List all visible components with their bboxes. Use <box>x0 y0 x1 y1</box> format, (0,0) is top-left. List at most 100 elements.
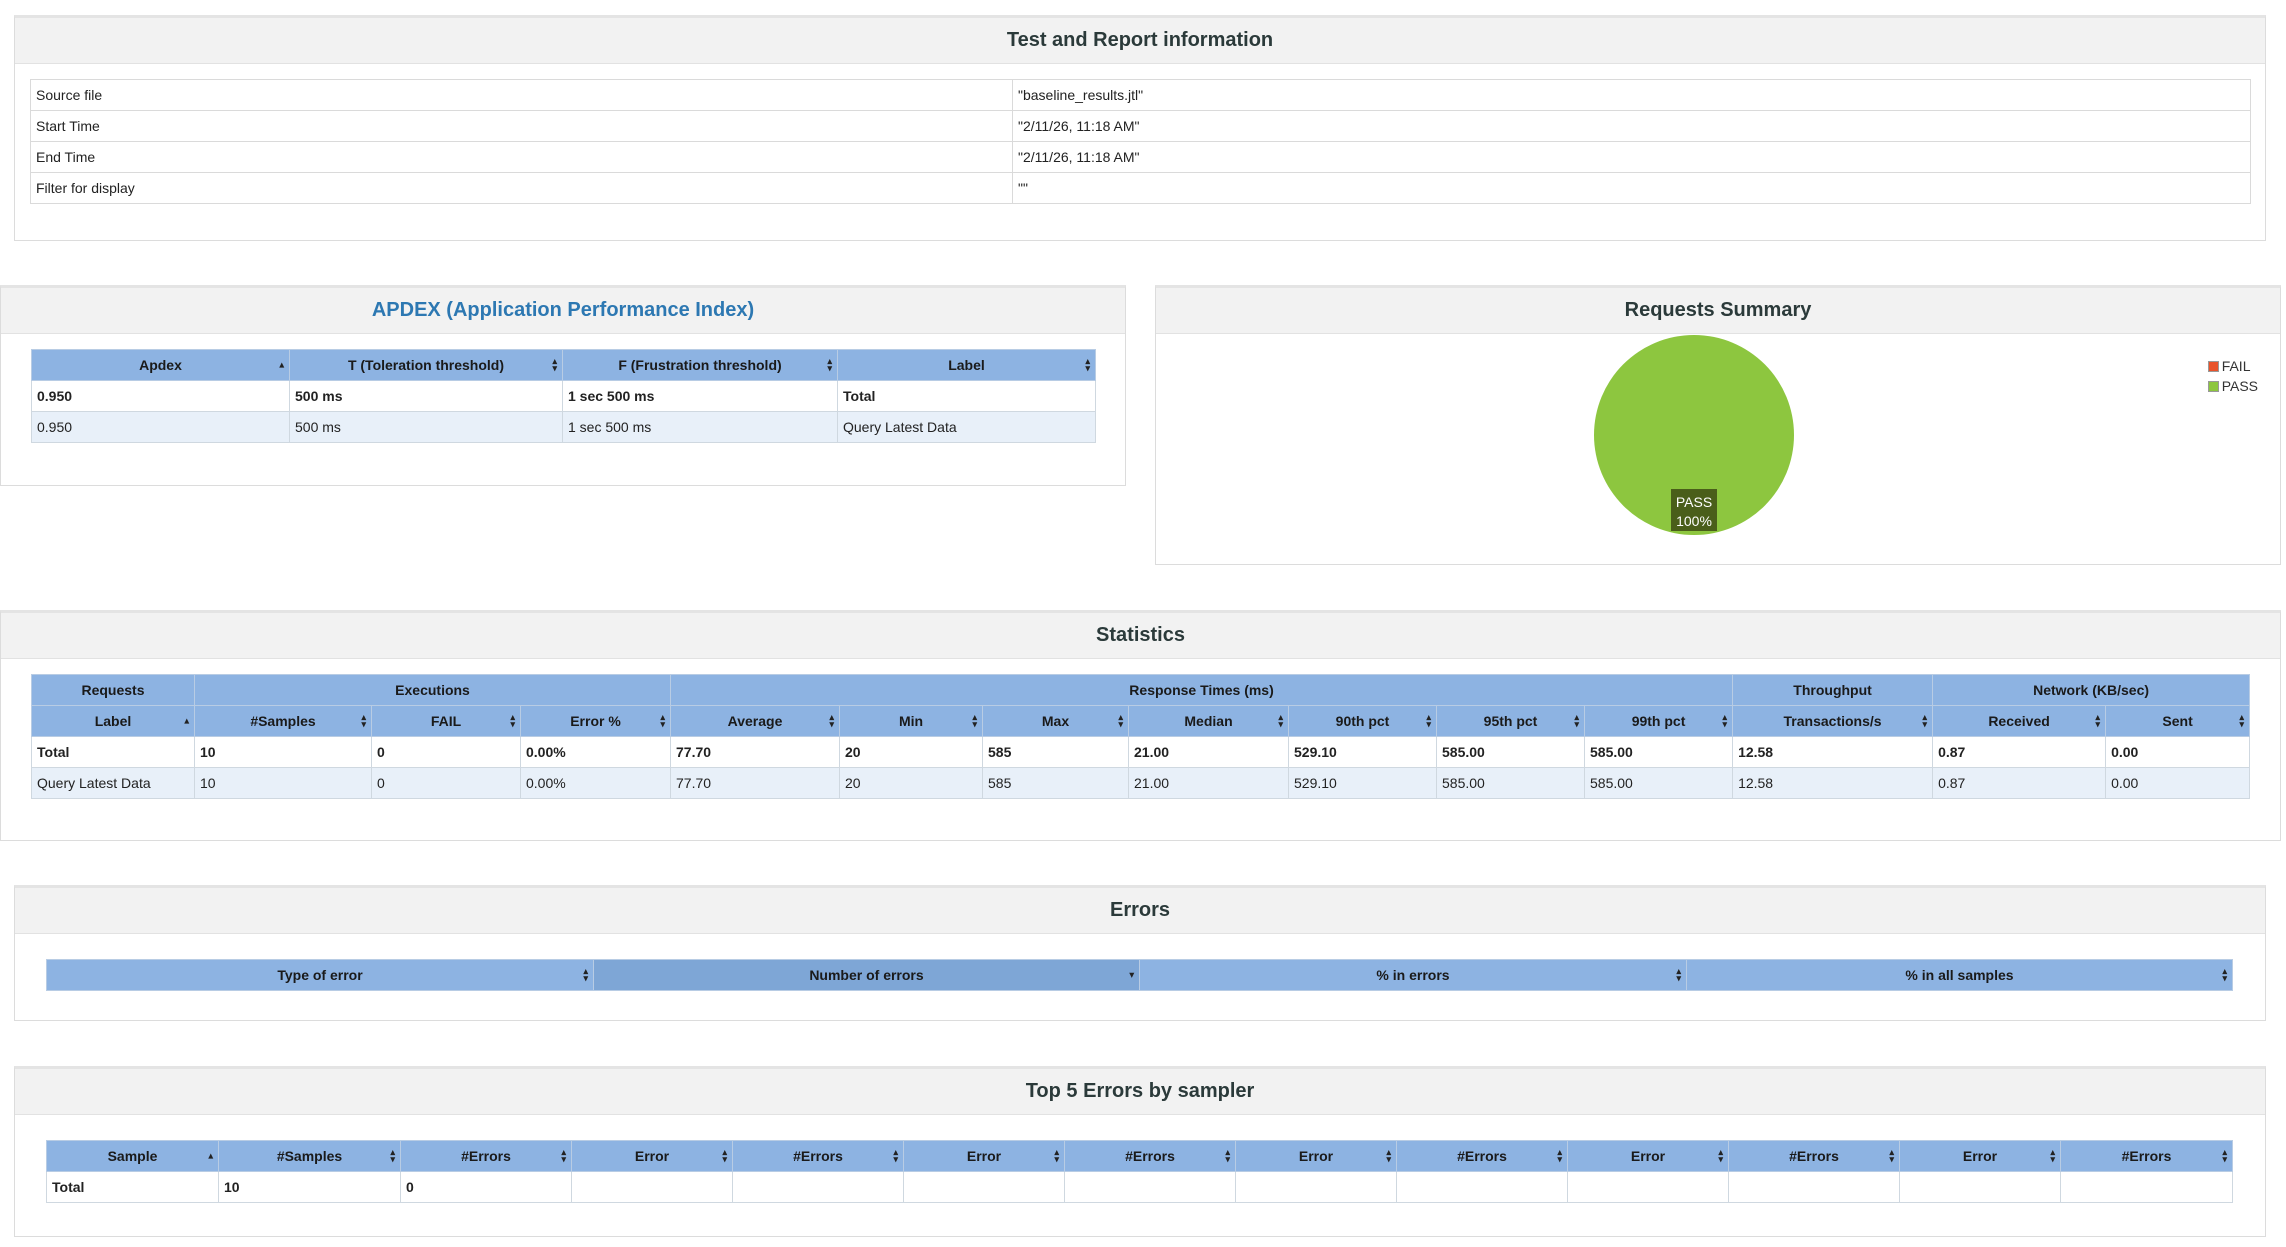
sort-icon: ▴ ▾ <box>2239 712 2244 729</box>
column-header-errors[interactable]: #Errors ▴ ▾ <box>732 1140 904 1172</box>
table-cell <box>1396 1171 1568 1203</box>
table-cell: 0 <box>371 736 521 768</box>
requests-summary-panel: Requests Summary PASS 100% FAIL PASS <box>1155 285 2281 565</box>
column-header-label: F (Frustration threshold) <box>618 357 782 373</box>
info-label: End Time <box>30 141 1013 173</box>
column-group-requests: Requests <box>31 674 195 706</box>
column-header-errors[interactable]: #Errors ▴ ▾ <box>1064 1140 1236 1172</box>
column-header-transactions-s[interactable]: Transactions/s ▴ ▾ <box>1732 705 1934 737</box>
apdex-table: Apdex ▴ T (Toleration threshold) ▴ ▾ F (Frust… <box>31 349 1096 443</box>
legend-swatch <box>2207 361 2219 372</box>
column-header-samples[interactable]: #Samples ▴ ▾ <box>194 705 372 737</box>
table-cell: 10 <box>194 736 372 768</box>
column-header-number-of-errors[interactable]: Number of errors ▾ <box>593 959 1140 991</box>
sort-ascending-icon: ▴ <box>208 1150 212 1161</box>
column-header-fail[interactable]: FAIL ▴ ▾ <box>371 705 521 737</box>
sort-icon: ▴ ▾ <box>1718 1147 1722 1164</box>
column-header-label: Label <box>94 713 132 729</box>
sort-icon: ▴ ▾ <box>1225 1147 1229 1164</box>
column-header-label: Type of error <box>277 967 363 983</box>
sort-icon: ▴ ▾ <box>2095 712 2100 729</box>
table-cell: 529.10 <box>1288 736 1438 768</box>
table-row: Total 10 0 <box>46 1171 2233 1203</box>
column-header-sample[interactable]: Sample ▴ <box>46 1140 219 1172</box>
column-header-label[interactable]: Label ▴ <box>31 705 195 737</box>
column-header-error[interactable]: Error ▴ ▾ <box>1899 1140 2061 1172</box>
column-header-error[interactable]: Error ▴ ▾ <box>1235 1140 1397 1172</box>
column-header-median[interactable]: Median ▴ ▾ <box>1128 705 1290 737</box>
errors-title: Errors <box>15 888 2265 934</box>
column-header-label: T (Toleration threshold) <box>347 357 505 373</box>
column-header-received[interactable]: Received ▴ ▾ <box>1932 705 2107 737</box>
sort-icon: ▴ ▾ <box>1557 1147 1561 1164</box>
legend-item-pass[interactable]: PASS <box>2207 376 2258 396</box>
sort-icon: ▴ ▾ <box>1085 356 1089 373</box>
column-header-label[interactable]: Label ▴ ▾ <box>837 349 1096 381</box>
column-header-label: #Errors <box>1125 1148 1175 1164</box>
column-header-label: % in errors <box>1376 967 1450 983</box>
column-group-throughput: Throughput <box>1732 674 1934 706</box>
column-header-label: Transactions/s <box>1783 713 1882 729</box>
column-header-label: Received <box>1988 713 2050 729</box>
column-header-max[interactable]: Max ▴ ▾ <box>982 705 1130 737</box>
table-cell <box>571 1171 733 1203</box>
column-header-label: Error <box>1630 1148 1666 1164</box>
sort-icon: ▴ ▾ <box>1426 712 1431 729</box>
column-header-error[interactable]: Error ▴ ▾ <box>903 1140 1065 1172</box>
column-header-average[interactable]: Average ▴ ▾ <box>670 705 841 737</box>
table-cell: 21.00 <box>1128 736 1290 768</box>
column-header-90th-pct[interactable]: 90th pct ▴ ▾ <box>1288 705 1438 737</box>
column-header-error[interactable]: Error ▴ ▾ <box>1567 1140 1729 1172</box>
column-header-min[interactable]: Min ▴ ▾ <box>839 705 984 737</box>
report-info-title: Test and Report information <box>15 18 2265 64</box>
table-cell: 0.00% <box>519 736 672 768</box>
column-header-in-errors[interactable]: % in errors ▴ ▾ <box>1139 959 1687 991</box>
sort-descending-icon: ▾ <box>1129 969 1133 980</box>
table-cell: Query Latest Data <box>31 767 195 799</box>
column-header-errors[interactable]: #Errors ▴ ▾ <box>400 1140 572 1172</box>
table-cell: 0.87 <box>1932 767 2107 799</box>
column-header-apdex[interactable]: Apdex ▴ <box>31 349 290 381</box>
sort-icon: ▴ ▾ <box>561 1147 565 1164</box>
column-header-error[interactable]: Error ▴ ▾ <box>571 1140 733 1172</box>
table-cell: 0.00% <box>519 767 672 799</box>
table-cell: 0 <box>400 1171 572 1203</box>
table-cell: 0.00 <box>2105 736 2251 768</box>
column-header-f-frustration-threshold[interactable]: F (Frustration threshold) ▴ ▾ <box>562 349 838 381</box>
table-cell: 77.70 <box>670 767 841 799</box>
table-cell: 10 <box>194 767 372 799</box>
info-label: Filter for display <box>30 172 1013 204</box>
table-cell: 585.00 <box>1436 767 1586 799</box>
table-cell: 20 <box>839 736 984 768</box>
column-header-errors[interactable]: #Errors ▴ ▾ <box>1396 1140 1568 1172</box>
table-cell <box>903 1171 1065 1203</box>
table-cell <box>1567 1171 1729 1203</box>
column-header-samples[interactable]: #Samples ▴ ▾ <box>218 1140 401 1172</box>
sort-ascending-icon: ▴ <box>279 359 283 370</box>
table-cell: Query Latest Data <box>837 411 1096 443</box>
apdex-panel: APDEX (Application Performance Index) Ap… <box>0 285 1126 486</box>
column-header-type-of-error[interactable]: Type of error ▴ ▾ <box>46 959 594 991</box>
sort-icon: ▴ ▾ <box>583 966 587 983</box>
column-header-99th-pct[interactable]: 99th pct ▴ ▾ <box>1584 705 1734 737</box>
sort-icon: ▴ ▾ <box>2222 1147 2226 1164</box>
column-header-errors[interactable]: #Errors ▴ ▾ <box>1728 1140 1900 1172</box>
sort-icon: ▴ ▾ <box>361 712 365 729</box>
column-header-t-toleration-threshold[interactable]: T (Toleration threshold) ▴ ▾ <box>289 349 563 381</box>
legend-item-fail[interactable]: FAIL <box>2207 356 2258 376</box>
legend-swatch <box>2207 381 2219 392</box>
column-header-label: Median <box>1184 713 1233 729</box>
table-cell: 500 ms <box>289 380 563 412</box>
table-cell: 0 <box>371 767 521 799</box>
column-header-95th-pct[interactable]: 95th pct ▴ ▾ <box>1436 705 1586 737</box>
column-header-label: Number of errors <box>809 967 924 983</box>
column-header-error[interactable]: Error % ▴ ▾ <box>519 705 672 737</box>
pie-label-percent: 100% <box>1676 513 1712 529</box>
column-header-in-all-samples[interactable]: % in all samples ▴ ▾ <box>1686 959 2233 991</box>
top5-errors-title: Top 5 Errors by sampler <box>15 1069 2265 1115</box>
pie-slice-pass[interactable] <box>1594 335 1794 535</box>
column-header-label: Error <box>634 1148 670 1164</box>
column-header-sent[interactable]: Sent ▴ ▾ <box>2105 705 2251 737</box>
table-cell: 1 sec 500 ms <box>562 411 838 443</box>
column-header-errors[interactable]: #Errors ▴ ▾ <box>2060 1140 2233 1172</box>
